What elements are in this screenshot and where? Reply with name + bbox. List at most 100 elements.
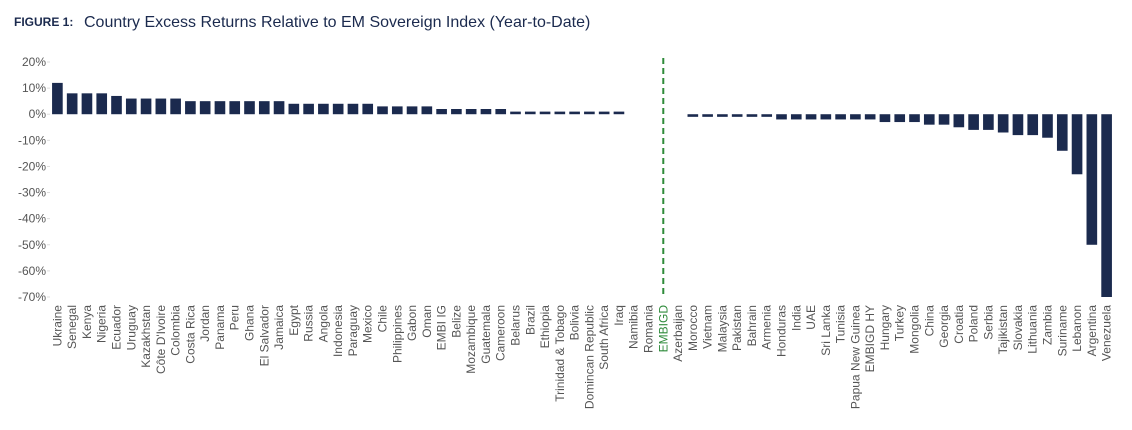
bar (923, 114, 935, 125)
bar (997, 114, 1009, 133)
x-tick-label: Costa Rica (183, 305, 197, 364)
y-tick-label: 20% (22, 55, 46, 69)
x-tick-label: Bolivia (568, 305, 582, 341)
bar (125, 98, 137, 115)
y-tick-label: 10% (22, 81, 46, 95)
x-tick-label: Serbia (981, 305, 995, 340)
bar (391, 106, 403, 115)
x-tick-label: Angola (316, 305, 330, 343)
x-tick-label: South Africa (597, 305, 611, 370)
x-tick-label: Azerbaijan (671, 305, 685, 362)
x-tick-label: Georgia (937, 305, 951, 348)
bar (864, 114, 876, 120)
bar (894, 114, 906, 123)
bar (761, 114, 773, 117)
bar (303, 103, 314, 115)
bar (495, 109, 507, 115)
x-tick-label: Jordan (198, 305, 212, 342)
bar (214, 101, 226, 115)
x-tick-label: Honduras (775, 305, 789, 357)
x-tick-label: Kenya (80, 305, 94, 339)
bar (613, 111, 625, 115)
bar (288, 103, 300, 115)
bar (258, 101, 270, 115)
x-tick-label: Sri Lanka (819, 305, 833, 356)
bar (1056, 114, 1068, 151)
bar (569, 111, 580, 115)
x-tick-label: Côte D'Ivoire (154, 305, 168, 374)
x-tick-label: Chile (376, 305, 390, 333)
x-tick-label: El Salvador (257, 305, 271, 366)
bar (1101, 114, 1112, 297)
bar (953, 114, 965, 128)
x-tick-label: Indonesia (331, 305, 345, 357)
x-tick-label: Pakistan (730, 305, 744, 351)
y-tick-label: -70% (18, 290, 46, 304)
bar (273, 101, 285, 115)
x-tick-label: Croatia (952, 305, 966, 344)
bar (790, 114, 802, 120)
bar (805, 114, 817, 120)
bar (584, 111, 595, 115)
x-tick-label: Iraq (612, 305, 626, 326)
x-tick-label: China (922, 305, 936, 337)
x-tick-label: Guatemala (479, 305, 493, 364)
bar (524, 111, 536, 115)
x-tick-label: Cameroon (494, 305, 508, 361)
x-tick-label: Hungary (878, 305, 892, 350)
bar (421, 106, 433, 115)
x-tick-label: Lithuania (1026, 305, 1040, 354)
y-tick-label: -30% (18, 186, 46, 200)
x-tick-label: Slovakia (1011, 305, 1025, 351)
x-tick-label: Mongolia (908, 305, 922, 354)
x-tick-label: India (789, 305, 803, 331)
x-tick-label: Nigeria (95, 305, 109, 343)
x-tick-label: Brazil (523, 305, 537, 335)
bar (539, 111, 551, 115)
x-tick-label: Paraguay (346, 305, 360, 356)
x-tick-label: Armenia (760, 305, 774, 350)
bar (185, 101, 196, 115)
x-tick-label: Morocco (686, 305, 700, 351)
x-tick-label: EMBIGD (656, 305, 670, 353)
y-tick-label: -20% (18, 159, 46, 173)
bar (170, 98, 181, 115)
bar (1071, 114, 1083, 175)
x-tick-label: Belize (449, 305, 463, 338)
x-tick-label: Colombia (169, 305, 183, 356)
bar (465, 109, 477, 115)
bar (111, 95, 122, 115)
x-tick-label: UAE (804, 305, 818, 330)
bar (66, 93, 78, 115)
x-tick-label: Egypt (287, 304, 301, 335)
x-tick-label: Lebanon (1070, 305, 1084, 352)
bar (318, 103, 329, 115)
x-tick-label: EMBIGD HY (863, 305, 877, 372)
bar (717, 114, 728, 117)
x-tick-label: EMBI IG (435, 305, 449, 350)
bar (155, 98, 167, 115)
bar (835, 114, 846, 120)
x-tick-label: Ghana (243, 305, 257, 341)
bar (451, 109, 462, 115)
bar (1086, 114, 1098, 245)
x-tick-label: Uruguay (124, 305, 138, 350)
x-tick-label: Papua New Guinea (848, 305, 862, 409)
bar (81, 93, 93, 115)
bar (96, 93, 108, 115)
x-tick-label: Tunisia (834, 305, 848, 344)
x-tick-label: Mozambique (464, 305, 478, 374)
bar (244, 101, 255, 115)
y-tick-label: -10% (18, 133, 46, 147)
x-tick-label: Belarus (509, 305, 523, 346)
x-tick-label: Peru (228, 305, 242, 330)
bar (983, 114, 994, 130)
bar (776, 114, 787, 120)
bar (687, 114, 699, 117)
bar (1012, 114, 1024, 136)
bar (510, 111, 521, 115)
bar (406, 106, 418, 115)
x-tick-label: Oman (420, 305, 434, 338)
x-tick-label: Russia (302, 305, 316, 342)
